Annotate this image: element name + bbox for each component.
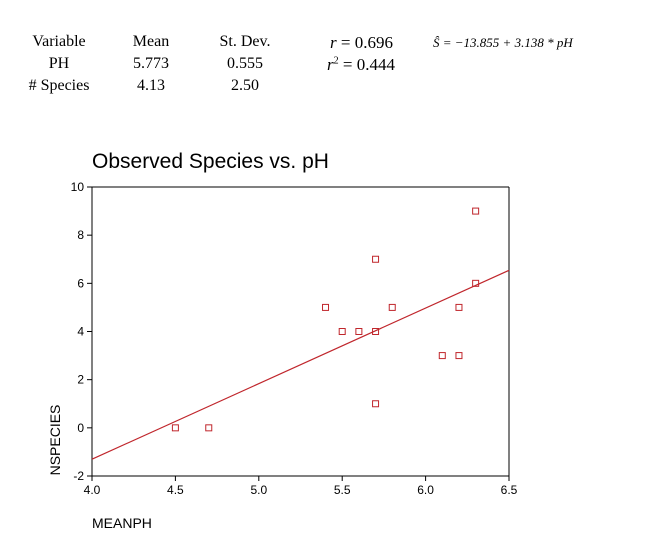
y-axis-label: NSPECIES	[47, 405, 63, 476]
data-point	[322, 303, 330, 311]
r2-value: = 0.444	[342, 55, 395, 74]
x-tick-label: 5.5	[334, 483, 351, 497]
regression-line	[91, 269, 510, 460]
data-point	[388, 303, 396, 311]
data-point	[355, 328, 363, 335]
x-axis-label: MEANPH	[92, 515, 152, 531]
y-tick-label: 6	[77, 276, 84, 290]
row-mean-ph: 5.773	[133, 55, 169, 72]
r-value: = 0.696	[340, 33, 393, 52]
regression-line-group	[91, 269, 510, 460]
x-tick-label: 6.0	[417, 483, 434, 497]
coefficient-r-squared: r2 = 0.444	[327, 55, 395, 74]
y-tick-label: -2	[73, 469, 84, 483]
x-tick-label: 6.5	[501, 483, 518, 497]
header-st-dev: St. Dev.	[219, 33, 271, 50]
row-variable-species: # Species	[28, 77, 90, 94]
y-tick-label: 8	[77, 228, 84, 242]
regression-equation: Ŝ = −13.855 + 3.138 * pH	[433, 35, 573, 50]
row-variable-ph: PH	[48, 55, 70, 72]
row-mean-species: 4.13	[137, 77, 165, 94]
y-tick-label: 0	[77, 421, 84, 435]
row-sd-species: 2.50	[231, 77, 259, 94]
x-tick-label: 4.5	[167, 483, 184, 497]
row-sd-ph: 0.555	[227, 55, 263, 72]
header-variable: Variable	[32, 33, 86, 50]
data-point	[455, 303, 463, 311]
data-point	[338, 328, 346, 335]
y-tick-label: 10	[71, 180, 85, 194]
data-point	[472, 207, 480, 215]
data-point	[455, 352, 463, 360]
data-point	[372, 328, 380, 335]
r2-symbol: r	[327, 55, 334, 74]
data-point	[205, 424, 213, 432]
axis-ticks: 4.0 4.5 5.0 5.5 6.0 6.5 -2 0 2 4 6 8 10	[71, 180, 518, 497]
data-point	[171, 424, 179, 432]
x-tick-label: 4.0	[84, 483, 101, 497]
y-tick-label: 2	[77, 373, 84, 387]
data-point	[472, 279, 480, 287]
data-point	[372, 255, 380, 263]
data-point	[438, 352, 446, 360]
data-points	[171, 207, 480, 432]
header-mean: Mean	[132, 33, 170, 50]
data-point	[372, 400, 380, 408]
correlation-r: r = 0.696	[330, 33, 393, 53]
summary-statistics: Variable Mean St. Dev. PH 5.773 0.555 # …	[0, 0, 653, 110]
x-tick-label: 5.0	[250, 483, 267, 497]
y-tick-label: 4	[77, 325, 84, 339]
r-symbol: r	[330, 33, 337, 52]
chart-title: Observed Species vs. pH	[92, 150, 329, 173]
